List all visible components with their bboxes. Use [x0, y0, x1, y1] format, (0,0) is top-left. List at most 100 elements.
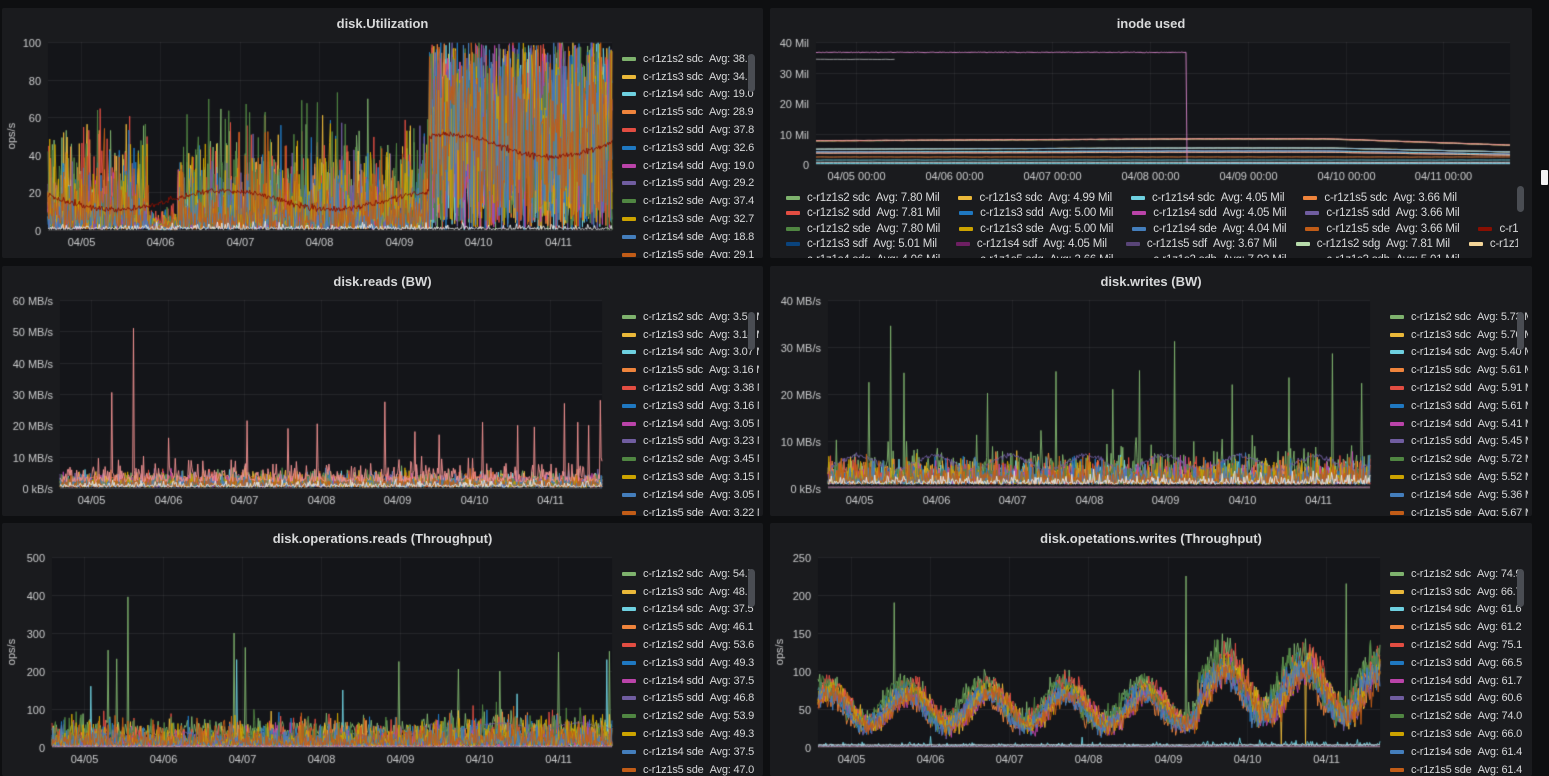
legend-item[interactable]: c-r1z1s5 sdg Avg: 3.66 Mil [959, 254, 1113, 258]
chart-inode-used[interactable] [770, 8, 1532, 258]
legend-item[interactable]: c-r1z1s4 sde Avg: 4.04 Mil [1132, 223, 1287, 235]
legend-item[interactable]: c-r1z1s2 sdd Avg: 3.38 MB/s [622, 379, 759, 397]
legend-scrollbar[interactable] [1517, 312, 1524, 350]
legend-item[interactable]: c-r1z1s5 sdd Avg: 5.45 MB/s [1390, 433, 1528, 451]
legend-item[interactable]: c-r1z1s2 sdc Avg: 7.80 Mil [786, 192, 940, 204]
legend-item[interactable]: c-r1z1s3 sdd Avg: 66.5 [1390, 654, 1528, 672]
legend-item[interactable]: c-r1z1s2 sde Avg: 7.80 Mil [786, 223, 940, 235]
legend-item[interactable]: c-r1z1s2 sdg Avg: 7.81 Mil [1295, 238, 1450, 250]
legend-item[interactable]: c-r1z1s4 sdc Avg: 61.6 [1390, 601, 1528, 619]
legend-item[interactable]: c-r1z1s4 sdd Avg: 3.05 MB/s [622, 415, 759, 433]
series-avg-value: Avg: 28.9 [708, 106, 754, 119]
legend-item[interactable]: c-r1z1s3 sde Avg: 66.0 [1390, 725, 1528, 743]
legend-item[interactable]: c-r1z1s2 sdc Avg: 3.56 MB/s [622, 308, 759, 326]
legend-scrollbar[interactable] [1517, 186, 1524, 212]
legend-item[interactable]: c-r1z1s2 sde Avg: 5.72 MB/s [1390, 450, 1528, 468]
legend-item[interactable]: c-r1z1s2 sdd Avg: 37.8 [622, 121, 759, 139]
legend-item[interactable]: c-r1z1s5 sdd Avg: 3.66 Mil [1305, 207, 1460, 219]
legend-item[interactable]: c-r1z1s5 sde Avg: 5.67 MB/s [1390, 504, 1528, 516]
legend-item[interactable]: c-r1z1s5 sdd Avg: 46.8 [622, 690, 759, 708]
chart-disk-opetations-writes[interactable] [770, 523, 1532, 776]
legend-item[interactable]: c-r1z1s2 sdd Avg: 75.1 [1390, 636, 1528, 654]
legend-item[interactable]: c-r1z1s4 sdc Avg: 3.07 MB/s [622, 344, 759, 362]
chart-disk-reads-bw[interactable] [2, 266, 763, 516]
series-color-swatch [1478, 226, 1493, 231]
legend-item[interactable]: c-r1z1s4 sde Avg: 61.4 [1390, 743, 1528, 761]
legend-item[interactable]: c-r1z1s3 sdd Avg: 5.61 MB/s [1390, 397, 1528, 415]
legend-item[interactable]: c-r1z1s3 sde Avg: 32.7 [622, 210, 759, 228]
series-avg-value: Avg: 37.8 [709, 124, 755, 137]
legend-item[interactable]: c-r1z1s3 sdf Avg: 5.01 Mil [786, 238, 937, 250]
legend-item[interactable]: c-r1z1s3 sdc Avg: 5.70 MB/s [1390, 326, 1528, 344]
legend-item[interactable]: c-r1z1s3 sdc Avg: 3.14 MB/s [622, 326, 759, 344]
legend-item[interactable]: c-r1z1s3 sde Avg: 5.00 Mil [959, 223, 1113, 235]
legend-item[interactable]: c-r1z1s5 sdf Avg: 3.67 Mil [1125, 238, 1277, 250]
legend-scrollbar[interactable] [748, 569, 755, 607]
legend-item[interactable]: c-r1z1s4 sdd Avg: 4.05 Mil [1132, 207, 1287, 219]
legend-item[interactable]: c-r1z1s5 sdc Avg: 28.9 [622, 103, 759, 121]
legend-item[interactable]: c-r1z1s5 sdd Avg: 3.23 MB/s [622, 433, 759, 451]
legend-item[interactable]: c-r1z1s4 sdd Avg: 19.0 [622, 157, 759, 175]
legend-item[interactable]: c-r1z1s3 sdc Avg: 34.3 [622, 68, 759, 86]
legend-item[interactable]: c-r1z1s5 sde Avg: 47.0 [622, 761, 759, 776]
legend-item[interactable]: c-r1z1s5 sdc Avg: 5.61 MB/s [1390, 361, 1528, 379]
legend-item[interactable]: c-r1z1s2 sde Avg: 74.0 [1390, 707, 1528, 725]
legend-item[interactable]: c-r1z1s2 sdc Avg: 5.73 MB/s [1390, 308, 1528, 326]
legend-item[interactable]: c-r1z1s2 sdd Avg: 53.6 [622, 636, 759, 654]
legend-item[interactable]: c-r1z1s5 sdc Avg: 61.2 [1390, 618, 1528, 636]
legend-item[interactable]: c-r1z1s4 sdf Avg: 4.05 Mil [955, 238, 1107, 250]
legend-item[interactable]: c-r1z1s4 sde Avg: 37.5 [622, 743, 759, 761]
legend-item[interactable]: c-r1z1s5 sde Avg: 61.4 [1390, 761, 1528, 776]
legend-item[interactable]: c-r1z1s2 sde Avg: 37.4 [622, 192, 759, 210]
legend-item[interactable]: c-r1z1s3 sdd Avg: 32.6 [622, 139, 759, 157]
legend-item[interactable]: c-r1z1s3 sde Avg: 3.15 MB/s [622, 468, 759, 486]
legend-item[interactable]: c-r1z1s2 sdd Avg: 7.81 Mil [786, 207, 940, 219]
legend-item[interactable]: c-r1z1s2 sdc Avg: 54.7 [622, 565, 759, 583]
legend-item[interactable]: c-r1z1s3 sdd Avg: 5.00 Mil [959, 207, 1113, 219]
legend-item[interactable]: c-r1z1s5 sde Avg: 3.66 Mil [1305, 223, 1460, 235]
legend-item[interactable]: c-r1z1s4 sde Avg: 5.36 MB/s [1390, 486, 1528, 504]
legend-item[interactable]: c-r1z1s5 sdc Avg: 3.66 Mil [1303, 192, 1457, 204]
legend-item[interactable]: c-r1z1s3 sdc Avg: 66.7 [1390, 583, 1528, 601]
series-color-swatch [622, 92, 636, 97]
legend-item[interactable]: c-r1z1s2 sde Avg: 3.45 MB/s [622, 450, 759, 468]
legend-item[interactable]: c-r1z1s4 sde Avg: 3.05 MB/s [622, 486, 759, 504]
legend-item[interactable]: c-r1z1s5 sde Avg: 29.1 [622, 246, 759, 258]
legend-item[interactable]: c-r1z1s5 sdd Avg: 60.6 [1390, 690, 1528, 708]
legend-item[interactable]: c-r1z1s5 sdc Avg: 3.16 MB/s [622, 361, 759, 379]
legend-item[interactable]: c-r1z1s5 sdd Avg: 29.2 [622, 175, 759, 193]
legend-item[interactable]: c-r1z1s5 sde Avg: 3.22 MB/s [622, 504, 759, 516]
chart-disk-writes-bw[interactable] [770, 266, 1532, 516]
legend-item[interactable]: c-r1z1s4 sdd Avg: 5.41 MB/s [1390, 415, 1528, 433]
legend-item[interactable]: c-r1z1s3 sdd Avg: 49.3 [622, 654, 759, 672]
legend-item[interactable]: c-r1z1s3 sdh Avg: 5.01 Mil [1305, 254, 1460, 258]
legend-item[interactable]: c-r1z1s3 sdd Avg: 3.16 MB/s [622, 397, 759, 415]
legend-item[interactable]: c-r1z1s2 sde Avg: 53.9 [622, 707, 759, 725]
legend-item[interactable]: c-r1z1s4 sdg Avg: 4.06 Mil [786, 254, 940, 258]
legend-item[interactable]: c-r1z1s2 sdd Avg: 5.91 MB/s [1390, 379, 1528, 397]
legend-item[interactable]: c-r1z1s3 sdc Avg: 4.99 Mil [958, 192, 1112, 204]
legend-item[interactable]: c-r1z1s4 sdd Avg: 61.7 [1390, 672, 1528, 690]
legend-item[interactable]: c-r1z1s2 sdc Avg: 38.0 [622, 50, 759, 68]
chart-disk-operations-reads[interactable] [2, 523, 763, 776]
legend-item[interactable]: c-r1z1s3 sdc Avg: 48.9 [622, 583, 759, 601]
legend-item[interactable]: c-r1z1s4 sdc Avg: 37.5 [622, 601, 759, 619]
legend-item[interactable]: c-r1z1s4 sdc Avg: 4.05 Mil [1130, 192, 1285, 204]
legend-item[interactable]: c-r1z1s2 sdc Avg: 74.9 [1390, 565, 1528, 583]
legend-item[interactable]: c-r1z1s2 sdh Avg: 7.92 Mil [1132, 254, 1287, 258]
legend-scrollbar[interactable] [748, 54, 755, 92]
legend-item[interactable]: c-r1z1s4 sdc Avg: 5.40 MB/s [1390, 344, 1528, 362]
legend-scrollbar[interactable] [1517, 569, 1524, 607]
legend-scrollbar[interactable] [748, 312, 755, 350]
series-label: c-r1z1s5 sdc [1411, 364, 1471, 377]
legend-item[interactable]: c-r1z1s3 sde Avg: 5.52 MB/s [1390, 468, 1528, 486]
legend-item[interactable]: c-r1z1s5 sdc Avg: 46.1 [622, 618, 759, 636]
legend-item[interactable]: c-r1z1s3 sde Avg: 49.3 [622, 725, 759, 743]
legend-item[interactable]: c-r1z1s4 sdd Avg: 37.5 [622, 672, 759, 690]
legend-item[interactable]: c-r1z1s4 sde Avg: 18.8 [622, 228, 759, 246]
chart-disk-utilization[interactable] [2, 8, 763, 258]
legend-item[interactable]: c-r1z1s4 sdc Avg: 19.0 [622, 86, 759, 104]
series-color-swatch [622, 643, 636, 648]
